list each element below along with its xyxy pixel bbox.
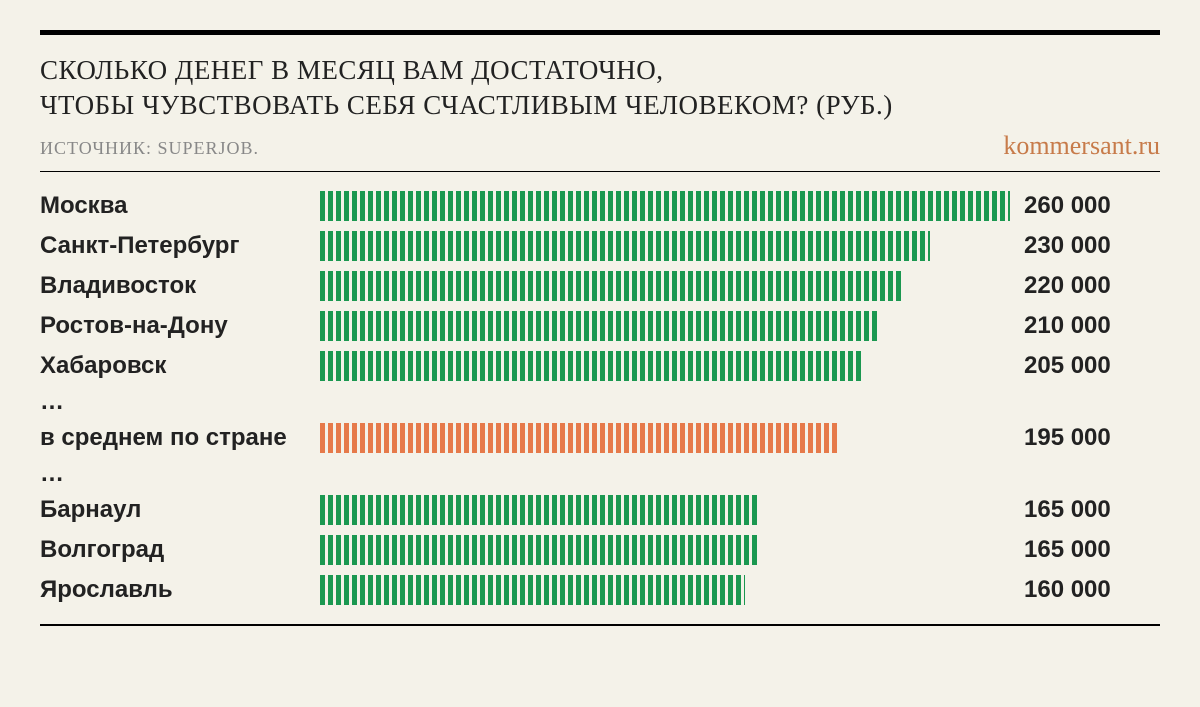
bottom-rule [40,624,1160,626]
bar-zone [320,535,1010,565]
bar-zone [320,231,1010,261]
title-line-2: ЧТОБЫ ЧУВСТВОВАТЬ СЕБЯ СЧАСТЛИВЫМ ЧЕЛОВЕ… [40,88,1160,123]
chart-row: Барнаул 165 000 [40,490,1160,530]
row-label: Ярославль [40,576,320,604]
chart-row: Ростов-на-Дону 210 000 [40,306,1160,346]
bar [320,271,904,301]
row-label: Владивосток [40,272,320,300]
ellipsis-row: … [40,458,320,490]
row-value: 165 000 [1010,536,1111,564]
chart-area: Москва 260 000 Санкт-Петербург 230 000 Влади… [40,186,1160,610]
header-block: СКОЛЬКО ДЕНЕГ В МЕСЯЦ ВАМ ДОСТАТОЧНО, ЧТ… [40,53,1160,161]
chart-row: Ярославль 160 000 [40,570,1160,610]
row-value: 160 000 [1010,576,1111,604]
row-value: 195 000 [1010,424,1111,452]
chart-row: Санкт-Петербург 230 000 [40,226,1160,266]
bar-zone [320,423,1010,453]
bar-zone [320,191,1010,221]
bar [320,311,877,341]
row-label: Ростов-на-Дону [40,312,320,340]
chart-row: Владивосток 220 000 [40,266,1160,306]
bar-zone [320,351,1010,381]
row-label: Барнаул [40,496,320,524]
row-label: в среднем по стране [40,424,320,452]
watermark: kommersant.ru [1003,131,1160,161]
chart-row: Волгоград 165 000 [40,530,1160,570]
chart-row: в среднем по стране 195 000 [40,418,1160,458]
chart-row: Хабаровск 205 000 [40,346,1160,386]
bar-zone [320,495,1010,525]
row-value: 165 000 [1010,496,1111,524]
bar [320,423,838,453]
bar [320,535,758,565]
row-label: Волгоград [40,536,320,564]
source-row: ИСТОЧНИК: SUPERJOB. kommersant.ru [40,131,1160,161]
row-label: Москва [40,192,320,220]
row-value: 230 000 [1010,232,1111,260]
bar-zone [320,311,1010,341]
chart-row: Москва 260 000 [40,186,1160,226]
row-value: 220 000 [1010,272,1111,300]
row-value: 205 000 [1010,352,1111,380]
bar [320,231,930,261]
source-label: ИСТОЧНИК: SUPERJOB. [40,138,259,159]
row-label: Санкт-Петербург [40,232,320,260]
row-value: 260 000 [1010,192,1111,220]
row-label: Хабаровск [40,352,320,380]
ellipsis-row: … [40,386,320,418]
title-line-1: СКОЛЬКО ДЕНЕГ В МЕСЯЦ ВАМ ДОСТАТОЧНО, [40,53,1160,88]
bar [320,495,758,525]
bar [320,191,1010,221]
row-value: 210 000 [1010,312,1111,340]
bar-zone [320,575,1010,605]
top-rule [40,30,1160,35]
bar [320,351,864,381]
bar [320,575,745,605]
header-rule [40,171,1160,172]
bar-zone [320,271,1010,301]
